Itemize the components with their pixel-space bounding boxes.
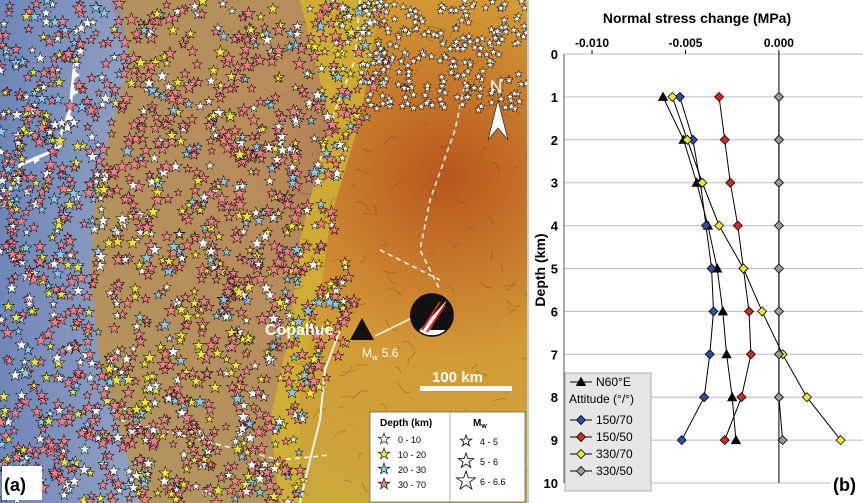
volcano-marker — [350, 318, 374, 340]
stress-change-chart: Normal stress change (MPa) Depth (km) 0 1… — [527, 0, 863, 503]
north-arrow-icon — [487, 99, 509, 141]
data-point-triangle — [721, 348, 732, 359]
data-point-diamond — [682, 134, 693, 145]
data-point-diamond — [575, 448, 587, 460]
data-point-triangle — [657, 91, 669, 101]
x-tick-label: 0.000 — [764, 36, 794, 50]
series-150-70 — [674, 91, 719, 446]
data-point-diamond — [773, 306, 784, 317]
series-150-50 — [714, 91, 756, 446]
legend-depth-label: 30 - 70 — [398, 480, 426, 490]
data-point-diamond — [697, 177, 708, 188]
data-point-diamond — [736, 392, 747, 403]
panel-a-label: (a) — [4, 475, 26, 495]
north-label: N — [490, 77, 502, 96]
panel-b-label-box — [830, 466, 863, 500]
series-330-50 — [773, 91, 788, 446]
legend-depth-label: 10 - 20 — [398, 450, 426, 460]
data-point-triangle — [575, 376, 587, 387]
y-tick-label: 4 — [551, 219, 559, 234]
legend-mag-label: 6 - 6.6 — [480, 477, 506, 487]
data-point-diamond — [708, 306, 719, 317]
fault-solid — [299, 329, 341, 503]
data-point-diamond — [575, 465, 587, 477]
scale-label: 100 km — [432, 369, 483, 386]
mechanism-pointer — [374, 317, 413, 337]
data-point-diamond — [725, 177, 736, 188]
y-tick-label: 0 — [551, 47, 558, 62]
data-point-diamond — [714, 220, 725, 231]
legend-mag-title: Mw — [473, 418, 487, 430]
seismicity-map-panel: Copahue Mw 5.6 100 km N (a) Depth (km) Mw… — [0, 0, 527, 503]
series — [657, 91, 846, 446]
legend-depth-title: Depth (km) — [380, 418, 432, 429]
data-point-diamond — [719, 134, 730, 145]
legend-label: 150/50 — [596, 430, 633, 444]
y-tick-label: 3 — [551, 176, 558, 191]
x-tick-label: -0.005 — [668, 36, 702, 50]
y-tick-label: 2 — [551, 133, 558, 148]
y-tick-label: 1 — [551, 90, 558, 105]
panel-b-label: (b) — [833, 475, 856, 495]
legend-label: 330/50 — [596, 464, 633, 478]
y-tick-label: 9 — [551, 433, 558, 448]
data-point-diamond — [801, 392, 813, 403]
map-legend: Depth (km) Mw 0 - 10 10 - 20 20 - 30 30 - 7… — [369, 411, 526, 503]
y-tick-label: 7 — [551, 347, 558, 362]
data-point-diamond — [732, 220, 743, 231]
chart-title: Normal stress change (MPa) — [603, 10, 791, 26]
data-point-diamond — [745, 349, 756, 360]
data-point-diamond — [773, 91, 784, 102]
magnitude-label: Mw 5.6 — [362, 346, 399, 362]
data-point-diamond — [706, 263, 717, 274]
data-point-diamond — [699, 392, 710, 403]
data-point-diamond — [704, 349, 715, 360]
focal-mechanism — [410, 293, 454, 337]
data-point-diamond — [777, 435, 788, 446]
data-point-diamond — [773, 263, 784, 274]
legend-subtitle: Attitude (°/°) — [569, 392, 634, 406]
data-point-diamond — [714, 91, 725, 102]
legend-mag-label: 4 - 5 — [480, 437, 498, 447]
data-point-diamond — [667, 91, 678, 102]
data-point-diamond — [575, 414, 587, 426]
legend-label: 330/70 — [596, 447, 633, 461]
data-point-diamond — [773, 177, 784, 188]
legend-mag-label: 5 - 6 — [480, 457, 498, 467]
data-point-diamond — [757, 306, 768, 317]
data-point-diamond — [743, 306, 755, 317]
fault-dashed-3 — [379, 249, 441, 281]
data-point-diamond — [738, 263, 749, 274]
fault-dashed-2 — [419, 59, 471, 291]
scale-bar — [420, 386, 512, 391]
data-point-diamond — [773, 134, 784, 145]
legend-label: N60°E — [596, 375, 631, 389]
panel-a-label-box — [2, 466, 42, 500]
legend-depth-label: 20 - 30 — [398, 465, 426, 475]
y-tick-label: 6 — [551, 304, 558, 319]
chart-legend: N60°E Attitude (°/°) 150/70 150/50 330/70 330… — [564, 372, 652, 492]
legend-label: 150/70 — [596, 413, 633, 427]
data-point-diamond — [835, 435, 846, 446]
y-tick-label: 5 — [551, 262, 558, 277]
data-point-diamond — [575, 431, 587, 443]
data-point-diamond — [719, 435, 730, 446]
volcano-label: Copahue — [265, 322, 334, 339]
data-point-diamond — [676, 435, 687, 446]
x-tick-label: -0.010 — [575, 36, 609, 50]
data-point-triangle — [730, 434, 742, 445]
legend-depth-label: 0 - 10 — [398, 435, 421, 445]
border-dashed — [119, 419, 331, 461]
data-point-diamond — [773, 220, 784, 231]
data-point-diamond — [674, 91, 685, 102]
data-point-diamond — [700, 220, 712, 231]
y-tick-label: 10 — [544, 476, 558, 491]
data-point-triangle — [717, 306, 729, 316]
data-point-diamond — [773, 392, 784, 403]
y-tick-label: 8 — [551, 390, 558, 405]
y-axis-label: Depth (km) — [532, 233, 548, 306]
data-point-triangle — [727, 391, 738, 402]
data-point-diamond — [773, 349, 784, 360]
